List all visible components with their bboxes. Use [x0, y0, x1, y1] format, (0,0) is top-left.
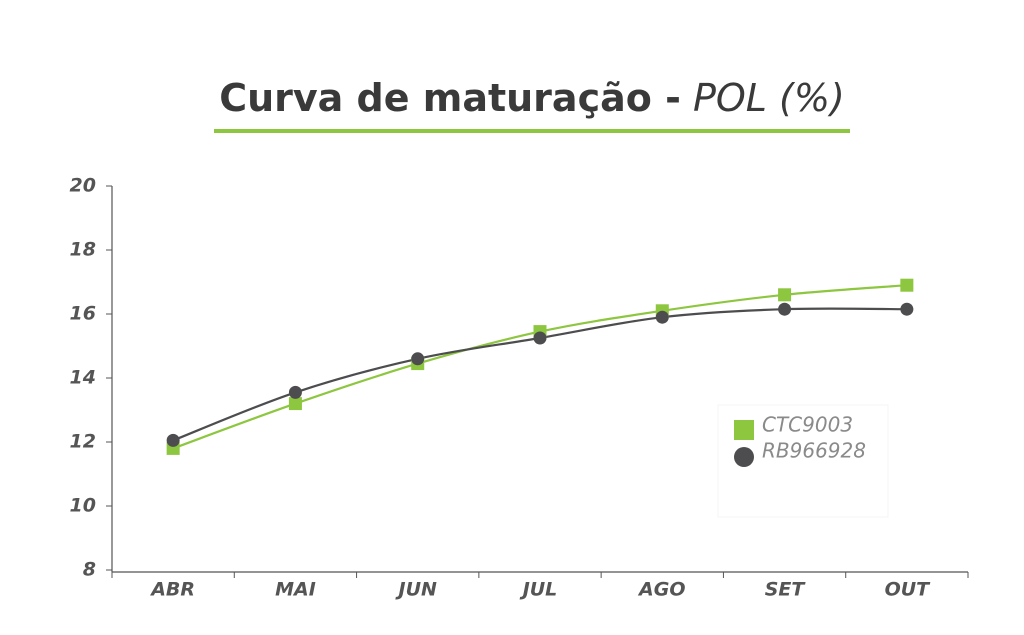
legend-marker: [734, 420, 754, 440]
point: [900, 302, 914, 316]
title-main: Curva de maturação -: [219, 76, 681, 120]
legend-label: RB966928: [762, 439, 866, 463]
y-tick-label: 18: [70, 239, 96, 261]
point: [533, 331, 547, 345]
point: [655, 310, 669, 324]
point: [166, 433, 180, 447]
x-tick-label: MAI: [275, 579, 316, 601]
x-tick-label: ABR: [149, 579, 195, 601]
y-tick-label: 10: [70, 495, 96, 517]
y-tick-label: 12: [70, 431, 96, 453]
title-unit: POL (%): [693, 76, 845, 120]
x-tick-label: AGO: [637, 579, 685, 601]
legend-label: CTC9003: [762, 413, 853, 437]
chart-title: Curva de maturação - POL (%): [219, 76, 845, 120]
point: [778, 302, 792, 316]
point: [288, 397, 302, 411]
x-tick-label: JUL: [519, 579, 558, 601]
x-tick-label: OUT: [885, 579, 932, 601]
x-tick-label: JUN: [395, 579, 437, 601]
y-tick-label: 8: [83, 559, 96, 581]
legend-marker: [734, 447, 754, 467]
x-tick-label: SET: [765, 579, 807, 601]
y-tick-label: 20: [70, 175, 96, 197]
point: [900, 278, 914, 292]
y-tick-label: 16: [70, 303, 96, 325]
point: [288, 385, 302, 399]
point: [411, 352, 425, 366]
point: [778, 288, 792, 302]
title-underline: [214, 129, 850, 133]
y-tick-label: 14: [70, 367, 96, 389]
